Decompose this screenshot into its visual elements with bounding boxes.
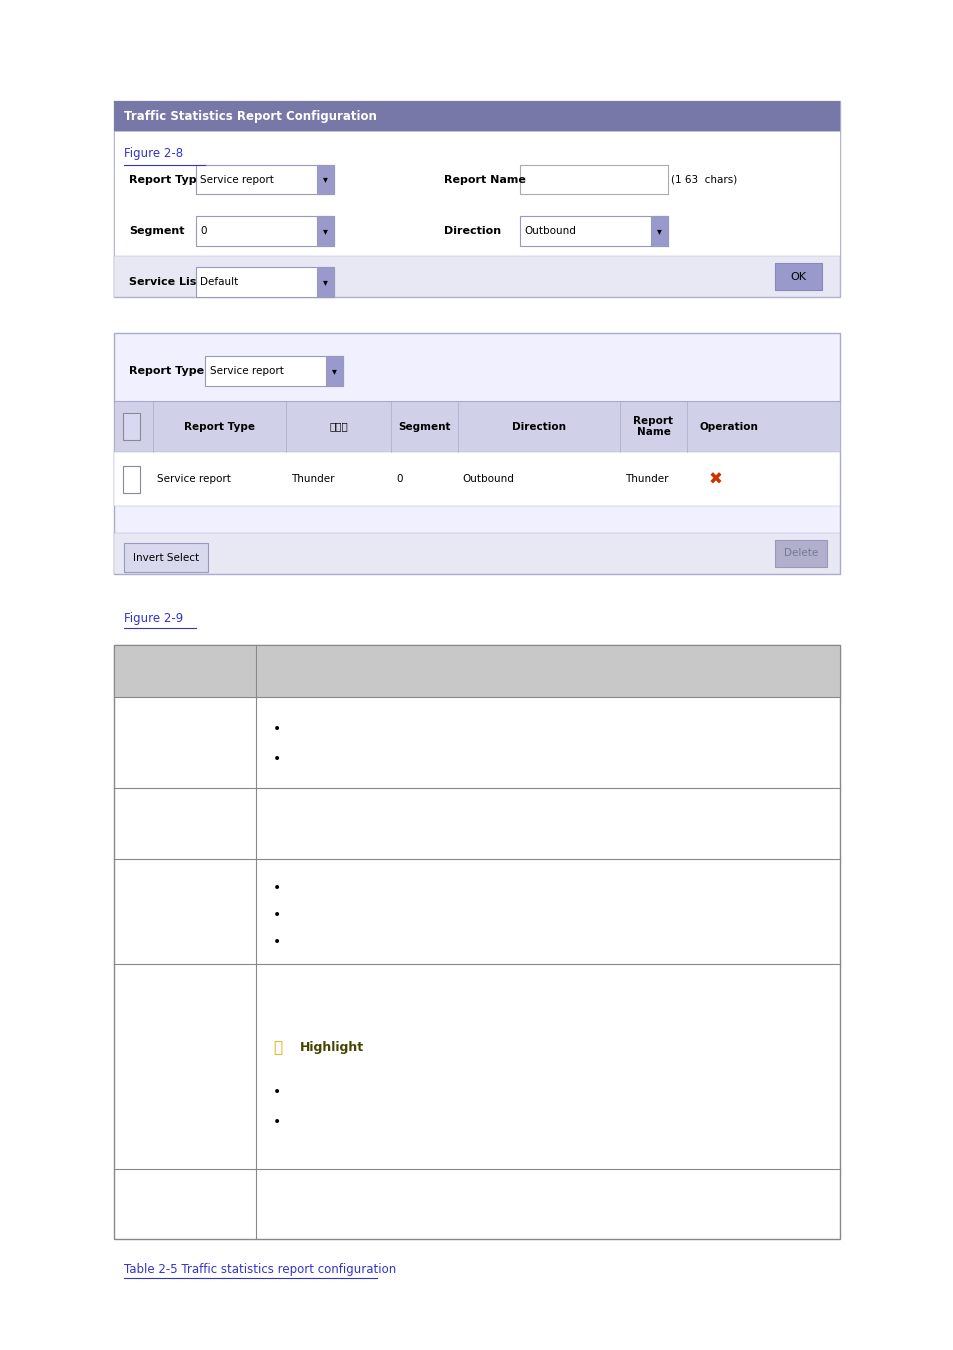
Bar [123, 413, 140, 440]
Text: Report Type: Report Type [184, 421, 254, 432]
Text: •: • [273, 752, 281, 765]
Text: •: • [273, 936, 281, 949]
Text: ✖: ✖ [708, 470, 721, 489]
Text: 0: 0 [200, 225, 207, 236]
Bar [316, 165, 334, 194]
Bar [205, 356, 343, 386]
Text: Segment: Segment [397, 421, 451, 432]
Text: Direction: Direction [512, 421, 565, 432]
Text: Thunder: Thunder [624, 474, 668, 485]
Text: ▾: ▾ [332, 366, 337, 377]
Bar [114, 533, 839, 574]
Bar [316, 267, 334, 297]
Text: Segment: Segment [129, 225, 184, 236]
Text: •: • [273, 909, 281, 922]
Text: •: • [273, 1085, 281, 1099]
Bar [124, 543, 208, 572]
Text: •: • [273, 1115, 281, 1129]
Bar [114, 401, 839, 452]
Text: 0: 0 [395, 474, 402, 485]
Text: Delete: Delete [783, 548, 817, 559]
Text: Operation: Operation [699, 421, 758, 432]
Text: Outbound: Outbound [462, 474, 514, 485]
Text: Report Type: Report Type [129, 174, 204, 185]
Bar [326, 356, 343, 386]
Bar [114, 131, 839, 297]
Text: Report Type: Report Type [129, 366, 204, 377]
Text: Default: Default [200, 277, 238, 288]
Text: Thunder: Thunder [291, 474, 335, 485]
Bar [195, 216, 334, 246]
Text: Service report: Service report [157, 474, 231, 485]
Text: Report Name: Report Name [443, 174, 525, 185]
Text: Service report: Service report [210, 366, 283, 377]
Bar [114, 256, 839, 297]
Text: Report
Name: Report Name [633, 416, 673, 437]
Bar [650, 216, 667, 246]
Text: Figure 2-8: Figure 2-8 [124, 147, 183, 161]
Text: •: • [273, 882, 281, 895]
Bar [123, 466, 140, 493]
Bar [114, 101, 839, 297]
Bar [195, 165, 334, 194]
Text: •: • [273, 722, 281, 736]
Text: Highlight: Highlight [299, 1041, 363, 1054]
Text: Table 2-5 Traffic statistics report configuration: Table 2-5 Traffic statistics report conf… [124, 1262, 395, 1276]
Bar [114, 101, 839, 131]
Bar [316, 216, 334, 246]
Text: ▾: ▾ [322, 225, 328, 236]
Bar [519, 216, 667, 246]
Text: Invert Select: Invert Select [132, 552, 199, 563]
Text: Service report: Service report [200, 174, 274, 185]
Text: Traffic Statistics Report Configuration: Traffic Statistics Report Configuration [124, 109, 376, 123]
Text: OK: OK [790, 271, 805, 282]
Bar [195, 267, 334, 297]
Text: ▾: ▾ [322, 277, 328, 288]
Text: Figure 2-9: Figure 2-9 [124, 612, 183, 625]
Text: Outbound: Outbound [524, 225, 576, 236]
Text: Direction: Direction [443, 225, 500, 236]
Bar [114, 645, 839, 1239]
Bar [114, 452, 839, 506]
Bar [774, 540, 826, 567]
Bar [114, 333, 839, 574]
Bar [114, 645, 839, 697]
Bar [519, 165, 667, 194]
Text: ▾: ▾ [322, 174, 328, 185]
Text: Service List: Service List [129, 277, 201, 288]
Text: 服务名: 服务名 [329, 421, 348, 432]
Text: ▾: ▾ [656, 225, 661, 236]
Text: (1 63  chars): (1 63 chars) [670, 174, 736, 185]
Bar [774, 263, 821, 290]
Text: 💡: 💡 [273, 1040, 282, 1056]
